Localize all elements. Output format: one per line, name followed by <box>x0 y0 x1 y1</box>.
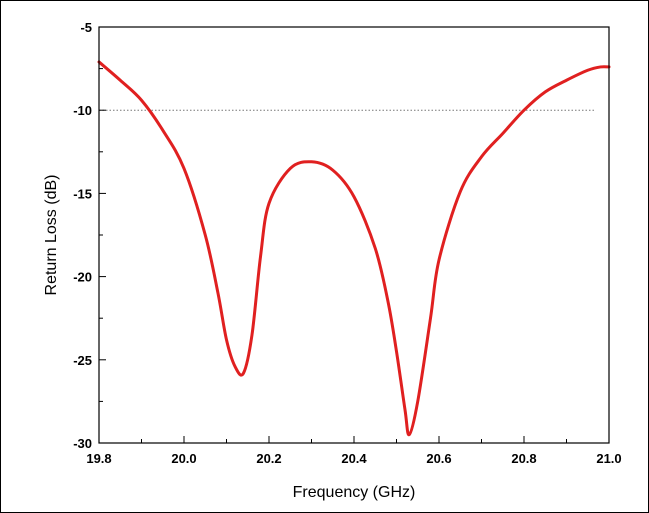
y-tick-label: -20 <box>73 270 92 285</box>
series-line <box>97 60 611 437</box>
plot-area <box>98 26 610 444</box>
y-tick-label: -30 <box>73 436 92 451</box>
y-tick-label: -10 <box>73 103 92 118</box>
x-tick-label: 19.8 <box>86 451 111 466</box>
y-tick-label: -25 <box>73 353 92 368</box>
y-tick-label: -5 <box>80 20 92 35</box>
y-axis-label: Return Loss (dB) <box>43 175 60 296</box>
x-tick-label: 20.0 <box>171 451 196 466</box>
x-tick-label: 21.0 <box>596 451 621 466</box>
x-axis-label: Frequency (GHz) <box>293 484 416 501</box>
y-axis-ticks: -5 -10 -15 -20 -25 -30 <box>73 20 106 451</box>
x-axis-ticks: 19.8 20.0 20.2 20.4 20.6 20.8 21.0 <box>86 436 622 466</box>
x-tick-label: 20.2 <box>256 451 281 466</box>
x-tick-label: 20.4 <box>341 451 367 466</box>
y-tick-label: -15 <box>73 186 92 201</box>
x-tick-label: 20.8 <box>511 451 536 466</box>
x-tick-label: 20.6 <box>426 451 451 466</box>
